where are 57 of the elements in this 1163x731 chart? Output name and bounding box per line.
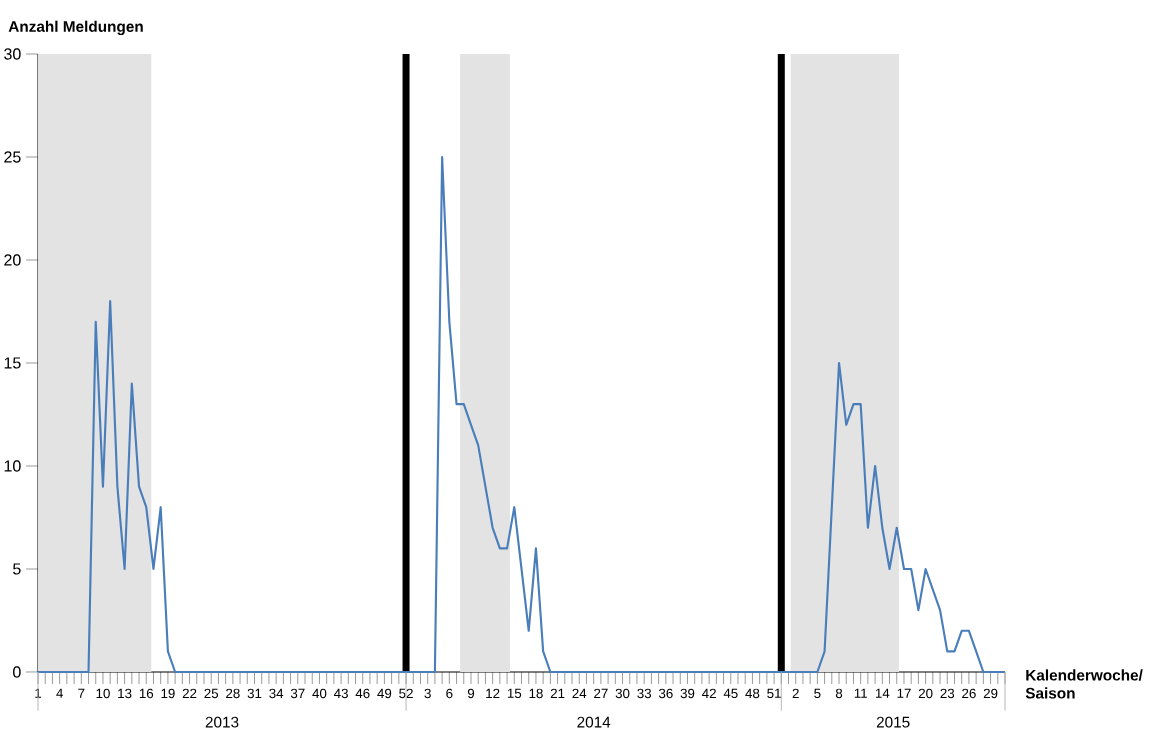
y-tick-label: 0 <box>13 666 21 678</box>
x-tick-label: 31 <box>247 688 262 699</box>
x-tick-label: 16 <box>139 688 154 699</box>
x-tick-label: 24 <box>572 688 587 699</box>
x-tick-label: 18 <box>529 688 543 699</box>
x-tick-label: 21 <box>550 688 565 699</box>
x-tick-label: 7 <box>78 688 85 698</box>
x-tick-label: 28 <box>226 688 240 699</box>
x-tick-label: 14 <box>875 688 890 698</box>
x-tick-label: 6 <box>446 688 453 699</box>
text: 2015 <box>876 716 910 728</box>
x-tick-label: 51 <box>767 688 781 698</box>
x-tick-label: 52 <box>399 688 413 699</box>
x-tick-label: 19 <box>161 688 175 699</box>
y-tick-label: 25 <box>4 151 21 163</box>
x-tick-label: 45 <box>723 688 738 698</box>
x-tick-label: 49 <box>377 688 392 699</box>
x-tick-label: 9 <box>467 688 475 699</box>
x-tick-label: 17 <box>897 688 911 698</box>
x-tick-label: 13 <box>118 688 132 699</box>
x-tick-label: 48 <box>745 688 760 699</box>
x-tick-label: 36 <box>658 688 673 699</box>
x-tick-label: 23 <box>940 688 955 699</box>
y-axis-title: Anzahl Meldungen <box>8 20 143 36</box>
x-tick-label: 25 <box>204 688 219 699</box>
x-tick-label: 12 <box>486 688 500 699</box>
text: 2013 <box>205 716 239 728</box>
x-tick-label: 15 <box>507 688 522 698</box>
x-tick-label: 30 <box>615 688 630 699</box>
x-tick-label: 11 <box>854 688 867 698</box>
x-tick-label: 40 <box>312 688 327 699</box>
y-tick-label: 20 <box>4 254 21 266</box>
x-tick-label: 4 <box>56 688 63 698</box>
x-tick-label: 26 <box>962 688 976 699</box>
y-tick-label: 5 <box>13 563 21 575</box>
y-tick-label: 30 <box>4 48 21 60</box>
x-tick-label: 46 <box>355 688 370 699</box>
x-tick-label: 39 <box>680 688 695 699</box>
x-tick-label: 22 <box>182 688 197 699</box>
x-tick-label: 3 <box>424 688 431 699</box>
x-tick-label: 2 <box>792 688 799 699</box>
x-axis-title: Kalenderwoche/ Saison <box>1025 669 1143 699</box>
x-tick-label: 27 <box>594 688 608 699</box>
x-tick-label: 20 <box>918 688 933 699</box>
x-tick-label: 33 <box>637 688 652 699</box>
x-tick-label: 29 <box>983 688 998 699</box>
x-tick-label: 5 <box>814 688 821 698</box>
x-tick-label: 10 <box>96 688 110 699</box>
text: 2014 <box>577 716 611 728</box>
y-tick-label: 15 <box>4 357 21 369</box>
x-tick-label: 37 <box>290 688 305 699</box>
y-tick-label: 10 <box>4 460 21 472</box>
x-tick-label: 43 <box>334 688 348 699</box>
x-tick-label: 8 <box>835 688 843 699</box>
x-tick-label: 42 <box>702 688 716 699</box>
x-tick-label: 34 <box>269 688 284 699</box>
x-tick-label: 1 <box>35 688 42 698</box>
